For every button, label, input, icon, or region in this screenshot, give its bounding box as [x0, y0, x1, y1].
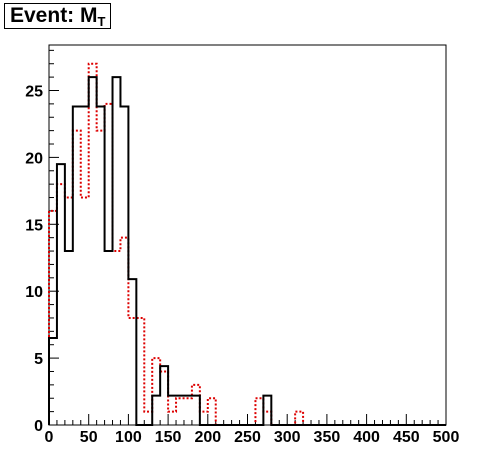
- x-tick-label: 250: [234, 429, 261, 446]
- x-tick-label: 300: [274, 429, 301, 446]
- x-tick-label: 350: [314, 429, 341, 446]
- x-tick-label: 200: [194, 429, 221, 446]
- chart-title-subscript: T: [97, 14, 106, 29]
- x-tick-label: 150: [155, 429, 182, 446]
- x-tick-label: 0: [45, 429, 54, 446]
- y-tick-label: 0: [34, 418, 43, 435]
- x-tick-label: 500: [433, 429, 460, 446]
- y-tick-label: 5: [34, 351, 43, 368]
- y-tick-label: 15: [25, 217, 43, 234]
- y-tick-label: 20: [25, 150, 43, 167]
- y-tick-label: 25: [25, 83, 43, 100]
- plot-frame: [48, 44, 447, 426]
- series-1-histogram: [48, 76, 446, 426]
- series-2-histogram: [48, 62, 446, 426]
- x-tick-label: 50: [80, 429, 98, 446]
- chart-title: Event: MT: [4, 3, 112, 29]
- x-tick-label: 100: [115, 429, 142, 446]
- x-tick-label: 450: [393, 429, 420, 446]
- chart-title-text: Event: M: [10, 4, 98, 27]
- y-tick-label: 10: [25, 284, 43, 301]
- x-tick-label: 400: [353, 429, 380, 446]
